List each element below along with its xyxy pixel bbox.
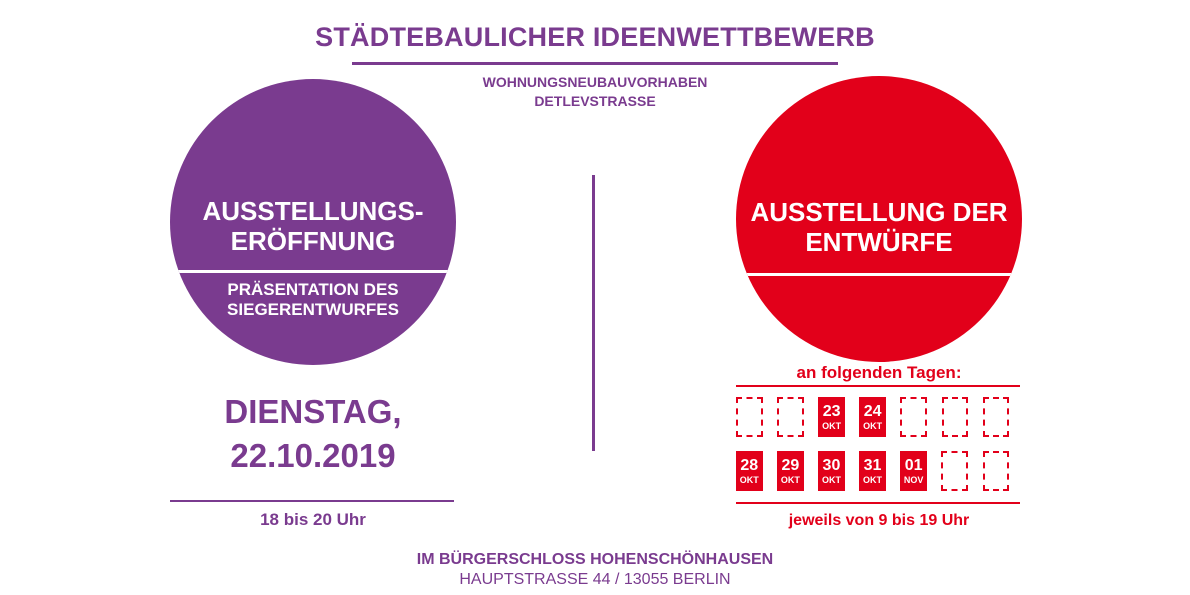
calendar-day-active: 24 OKT <box>859 397 886 437</box>
calendar-row: 23 OKT 24 OKT <box>736 397 1024 437</box>
calendar-day-number: 28 <box>740 456 759 474</box>
circle-divider <box>736 273 1022 276</box>
opening-date: DIENSTAG, 22.10.2019 <box>170 390 456 478</box>
calendar-day-empty <box>736 397 763 437</box>
exhibition-heading-line1: AUSSTELLUNG DER <box>750 197 1008 227</box>
calendar-row: 28 OKT 29 OKT 30 OKT 31 OKT 01 NOV <box>736 451 1024 491</box>
opening-date-value: 22.10.2019 <box>230 437 396 474</box>
calendar-day-active: 30 OKT <box>818 451 845 491</box>
calendar-day-month: OKT <box>822 420 842 431</box>
calendar-bottom-rule <box>736 502 1020 504</box>
venue-address: HAUPTSTRASSE 44 / 13055 BERLIN <box>459 571 731 588</box>
title-divider <box>352 62 838 65</box>
exhibition-heading: AUSSTELLUNG DER ENTWÜRFE <box>736 197 1022 257</box>
opening-subheading-line2: SIEGERENTWURFES <box>227 300 399 319</box>
calendar-day-active: 29 OKT <box>777 451 804 491</box>
opening-heading-line2: ERÖFFNUNG <box>230 226 396 256</box>
project-subtitle-line1: WOHNUNGSNEUBAUVORHABEN <box>482 74 708 90</box>
venue-name: IM BÜRGERSCHLOSS HOHENSCHÖNHAUSEN <box>416 551 774 568</box>
calendar-day-empty <box>941 397 969 437</box>
opening-subheading: PRÄSENTATION DES SIEGERENTWURFES <box>170 280 456 320</box>
opening-heading-line1: AUSSTELLUNGS- <box>202 196 424 226</box>
opening-hours: jeweils von 9 bis 19 Uhr <box>788 512 970 529</box>
calendar-day-empty <box>900 397 928 437</box>
opening-time: 18 bis 20 Uhr <box>260 510 366 529</box>
calendar-day-month: OKT <box>739 474 759 485</box>
opening-heading: AUSSTELLUNGS- ERÖFFNUNG <box>170 196 456 256</box>
days-heading: an folgenden Tagen: <box>796 363 962 382</box>
calendar-day-active: 23 OKT <box>818 397 845 437</box>
calendar-day-month: OKT <box>821 474 841 485</box>
calendar-day-empty <box>982 451 1010 491</box>
circle-divider <box>170 270 456 273</box>
calendar-day-empty <box>982 397 1010 437</box>
calendar-day-number: 23 <box>822 402 841 420</box>
calendar-day-month: OKT <box>863 474 883 485</box>
exhibition-circle: AUSSTELLUNG DER ENTWÜRFE <box>736 76 1022 362</box>
project-subtitle-line2: DETLEVSTRASSE <box>534 93 656 109</box>
calendar-day-number: 30 <box>822 456 841 474</box>
exhibition-heading-line2: ENTWÜRFE <box>805 227 953 257</box>
calendar-day-active: 28 OKT <box>736 451 763 491</box>
calendar-day-number: 24 <box>863 402 882 420</box>
opening-circle: AUSSTELLUNGS- ERÖFFNUNG PRÄSENTATION DES… <box>170 79 456 365</box>
opening-divider <box>170 500 454 502</box>
calendar-day-number: 29 <box>781 456 800 474</box>
calendar-day-month: OKT <box>780 474 800 485</box>
calendar-grid: 23 OKT 24 OKT 28 OKT 29 OKT 30 OKT 31 OKT 01 NOV <box>736 397 1024 505</box>
calendar-day-empty <box>777 397 804 437</box>
opening-weekday: DIENSTAG, <box>224 393 402 430</box>
page-title: STÄDTEBAULICHER IDEENWETTBEWERB <box>315 22 875 52</box>
calendar-day-active: 01 NOV <box>900 451 927 491</box>
calendar-day-number: 01 <box>904 456 923 474</box>
calendar-day-active: 31 OKT <box>859 451 886 491</box>
calendar-day-number: 31 <box>863 456 882 474</box>
calendar-day-empty <box>941 451 969 491</box>
opening-subheading-line1: PRÄSENTATION DES <box>227 280 399 299</box>
vertical-divider <box>592 175 595 451</box>
calendar-day-month: NOV <box>903 474 924 485</box>
calendar-top-rule <box>736 385 1020 387</box>
calendar-day-month: OKT <box>863 420 883 431</box>
